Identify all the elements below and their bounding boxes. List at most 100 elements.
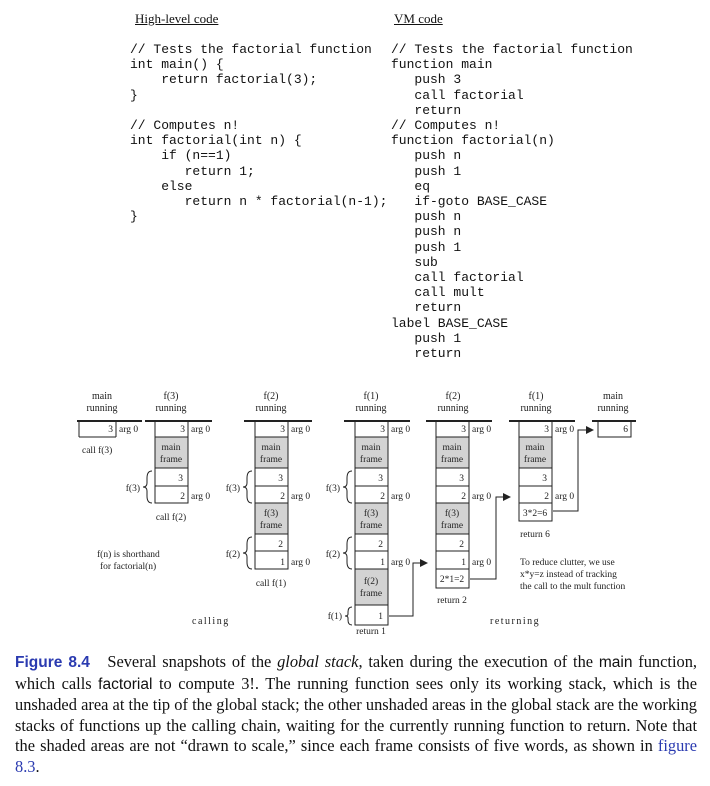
figure-label: Figure 8.4 [15,654,90,671]
snapshot-f1-returning: 3 arg 0 main frame 3 2 arg 0 3*2=6 retur… [509,420,575,540]
cell-value: 1 [280,558,285,568]
cell-value: 6 [623,425,628,435]
cell-value: 3 [544,425,549,435]
main-frame-label-b: frame [524,454,546,465]
calling-label: calling [192,616,230,627]
brace-label-f1: f(1) [328,611,342,622]
brace-label-f2: f(2) [226,549,240,560]
cell-value: 2 [380,492,385,502]
arg-label: arg 0 [291,558,310,568]
figure-link[interactable]: figure 8.3 [15,736,697,776]
main-frame-label-a: main [362,443,381,453]
result-6-cell: 3*2=6 [523,509,548,519]
snapshot-title-7-a: main [603,391,623,402]
arg-label: arg 0 [119,425,138,435]
caption-text: function, which calls [15,652,697,693]
snapshot-title-1-b: running [86,403,117,414]
cell-value: 3 [378,474,383,484]
arg-label: arg 0 [391,558,410,568]
brace-label-f3: f(3) [126,483,140,494]
arg-label: arg 0 [472,492,491,502]
arg-label: arg 0 [291,492,310,502]
note-clutter-a: To reduce clutter, we use [520,558,615,568]
cell-value: 2 [459,540,464,550]
vm-code-block: // Tests the factorial function function… [391,42,633,362]
arg-label: arg 0 [472,558,491,568]
cell-value: 2 [461,492,466,502]
f2-frame-label-a: f(2) [364,576,378,587]
snapshot-title-1-a: main [92,391,112,402]
brace-label-f3: f(3) [226,483,240,494]
brace-label-f3: f(3) [326,483,340,494]
caption-italic: global stack [277,652,359,671]
cell-value: 2 [544,492,549,502]
return-6-label: return 6 [520,530,550,540]
main-frame-label-b: frame [160,454,182,465]
snapshot-title-6-a: f(1) [529,391,544,402]
snapshot-f3-running: 3 arg 0 main frame 3 2 arg 0 f(3) call f… [97,420,212,572]
cell-value: 3 [542,474,547,484]
return-arrow-3 [553,426,594,512]
high-level-code-heading: High-level code [135,11,219,26]
figure-caption: Figure 8.4 Several snapshots of the glob… [15,652,697,778]
cell-value: 3 [178,474,183,484]
call-f3-label: call f(3) [82,445,112,456]
high-level-code-block: // Tests the factorial function int main… [130,42,388,225]
snapshot-title-7-b: running [597,403,628,414]
f3-frame-label-b: frame [360,520,382,531]
main-frame-label-b: frame [260,454,282,465]
snapshot-title-2-b: running [155,403,186,414]
arg-label: arg 0 [191,425,210,435]
cell-value: 3 [459,474,464,484]
f3-frame-label-b: frame [441,520,463,531]
cell-value: 2 [378,540,383,550]
arg-label: arg 0 [191,492,210,502]
snapshot-titles: main running f(3) running f(2) running f… [86,391,628,414]
return-2-label: return 2 [437,596,467,606]
snapshot-title-4-a: f(1) [364,391,379,402]
snapshot-main-running-1: 3 arg 0 call f(3) [77,420,142,456]
f3-frame-label-a: f(3) [264,508,278,519]
cell-value: 1 [380,558,385,568]
cell-value: 3 [461,425,466,435]
f3-frame-label-b: frame [260,520,282,531]
f3-frame-label-a: f(3) [364,508,378,519]
note-clutter-c: the call to the mult function [520,581,626,592]
return-1-label: return 1 [356,627,386,637]
global-stack-snapshots-diagram: main running f(3) running f(2) running f… [77,391,636,637]
main-frame-label-a: main [262,443,281,453]
caption-text: , taken during the execution of the [358,652,599,671]
cell-value: 2 [180,492,185,502]
snapshot-title-6-b: running [520,403,551,414]
main-frame-label-b: frame [360,454,382,465]
note-shorthand-a: f(n) is shorthand [97,549,160,560]
snapshot-f1-running: 3 arg 0 main frame 3 2 arg 0 f(3) frame … [326,420,410,637]
note-clutter-b: x*y=z instead of tracking [520,569,617,580]
snapshot-f2-running: 3 arg 0 main frame 3 2 arg 0 f(3) frame … [226,420,312,589]
return-arrow-1 [389,559,428,617]
result-2-cell: 2*1=2 [440,575,465,585]
cell-value: 3 [108,425,113,435]
arg-label: arg 0 [391,492,410,502]
cell-value: 3 [278,474,283,484]
main-frame-label-a: main [162,443,181,453]
snapshot-title-4-b: running [355,403,386,414]
cell-value: 2 [278,540,283,550]
main-frame-label-b: frame [441,454,463,465]
snapshot-title-5-b: running [437,403,468,414]
return-arrow-2 [470,493,511,580]
caption-text: . [35,756,40,776]
main-frame-label-a: main [443,443,462,453]
note-shorthand-b: for factorial(n) [100,561,156,572]
f2-frame-label-b: frame [360,588,382,599]
call-f1-label: call f(1) [256,578,286,589]
brace-label-f2: f(2) [326,549,340,560]
cell-value: 3 [280,425,285,435]
snapshot-main-running-final: 6 [592,420,636,438]
call-f2-label: call f(2) [156,512,186,523]
caption-text: to compute 3!. The running function sees… [15,673,697,756]
cell-value: 1 [461,558,466,568]
caption-code-factorial: factorial [98,675,153,693]
snapshot-title-2-a: f(3) [164,391,179,402]
cell-value: 3 [380,425,385,435]
